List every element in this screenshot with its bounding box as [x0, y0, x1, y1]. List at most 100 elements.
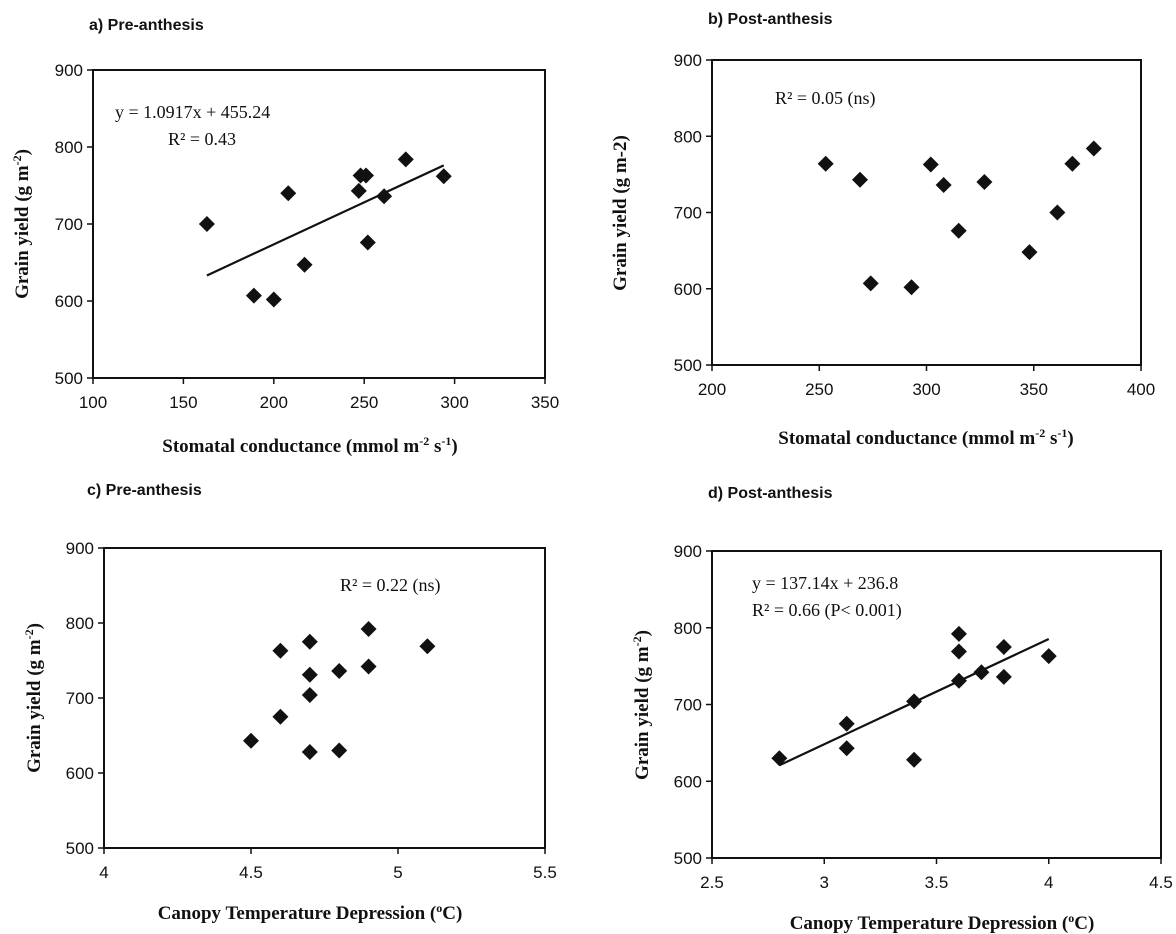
- x-axis-label-sup: -2: [1035, 426, 1045, 440]
- regression-annotation: y = 1.0917x + 455.24: [115, 102, 270, 122]
- x-tick-label: 150: [169, 393, 197, 412]
- x-tick-label: 4: [99, 863, 108, 882]
- x-tick-label: 2.5: [700, 873, 724, 892]
- x-tick-label: 4.5: [239, 863, 263, 882]
- x-axis-label-sup: -1: [441, 434, 451, 448]
- x-axis-label-sup: o: [1068, 911, 1074, 925]
- x-axis-label-text: ): [1067, 428, 1073, 449]
- data-point: [360, 621, 377, 637]
- data-point: [973, 664, 990, 681]
- data-point: [922, 156, 939, 173]
- x-tick-label: 4: [1044, 873, 1053, 892]
- data-point: [360, 658, 377, 675]
- x-tick-label: 300: [912, 380, 940, 399]
- x-axis-label: Canopy Temperature Depression (oC): [158, 901, 463, 924]
- panel-title: a) Pre-anthesis: [89, 17, 204, 34]
- x-axis-label-sup: o: [436, 901, 442, 915]
- y-tick-label: 700: [674, 204, 702, 223]
- y-tick-label: 700: [55, 215, 83, 234]
- y-tick-label: 800: [55, 138, 83, 157]
- y-tick-label: 700: [674, 696, 702, 715]
- data-point: [838, 715, 855, 732]
- data-point: [1049, 204, 1066, 221]
- y-tick-label: 600: [674, 280, 702, 299]
- plot-frame: [103, 547, 546, 849]
- chart-panel-1: a) Pre-anthesis 100 150 200 250 300 350 500 600 7…: [10, 17, 559, 457]
- data-point: [817, 155, 834, 172]
- data-point: [950, 222, 967, 239]
- y-axis-label-sup: -2: [22, 629, 36, 639]
- y-tick-label: 500: [674, 849, 702, 868]
- x-tick-label: 400: [1127, 380, 1155, 399]
- panel-title: b) Post-anthesis: [708, 11, 833, 28]
- y-tick-label: 800: [674, 619, 702, 638]
- y-tick-label: 500: [674, 356, 702, 375]
- regression-annotation: R² = 0.05 (ns): [775, 88, 876, 109]
- x-tick-label: 250: [350, 393, 378, 412]
- y-tick-label: 900: [55, 61, 83, 80]
- plot-frame: [711, 550, 1162, 859]
- x-axis-label-sup: -1: [1057, 426, 1067, 440]
- panel-title: c) Pre-anthesis: [87, 482, 202, 499]
- trendline: [206, 164, 445, 277]
- chart-panel-4: d) Post-anthesis 2.5 3 3.5 4 4.5 500 600 700 800 9…: [630, 485, 1173, 934]
- y-axis-label-text: Grain yield (g m-2): [610, 135, 631, 291]
- data-point: [419, 638, 436, 655]
- regression-annotation: R² = 0.43: [168, 129, 236, 149]
- x-tick-label: 5: [393, 863, 402, 882]
- data-point: [862, 275, 879, 292]
- x-tick-label: 3: [820, 873, 829, 892]
- data-point: [950, 625, 967, 642]
- y-tick-label: 800: [66, 614, 94, 633]
- y-axis-label-text: ): [632, 630, 653, 636]
- data-point: [296, 256, 313, 273]
- x-tick-label: 200: [698, 380, 726, 399]
- x-axis-label-text: Canopy Temperature Depression (: [790, 913, 1069, 934]
- data-point: [903, 279, 920, 296]
- data-point: [272, 708, 289, 725]
- regression-annotation: R² = 0.66 (P< 0.001): [752, 600, 902, 621]
- y-tick-label: 900: [674, 51, 702, 70]
- y-tick-label: 600: [66, 764, 94, 783]
- y-axis-label-text: ): [24, 623, 45, 629]
- data-point: [358, 167, 375, 184]
- data-point: [359, 234, 376, 251]
- data-point: [906, 693, 923, 710]
- x-axis-label-text: C): [1074, 913, 1094, 934]
- data-point: [265, 291, 282, 308]
- y-tick-label: 500: [55, 369, 83, 388]
- data-point: [838, 740, 855, 757]
- data-point: [301, 666, 318, 683]
- data-point: [906, 751, 923, 768]
- y-axis-label-sup: -2: [10, 155, 24, 165]
- data-point: [950, 672, 967, 689]
- chart-panel-2: b) Post-anthesis 200 250 300 350 400 500 600 700…: [610, 11, 1155, 449]
- x-axis-label-text: Canopy Temperature Depression (: [158, 903, 437, 924]
- y-axis-label-sup: -2: [630, 636, 644, 646]
- data-point: [272, 642, 289, 659]
- data-point: [245, 287, 262, 304]
- x-axis-label-sup: -2: [419, 434, 429, 448]
- y-tick-label: 900: [66, 539, 94, 558]
- data-point: [1085, 140, 1102, 157]
- data-point: [301, 687, 318, 703]
- regression-annotation: R² = 0.22 (ns): [340, 575, 441, 596]
- data-point: [301, 633, 318, 650]
- data-point: [935, 177, 952, 194]
- y-axis-label-text: Grain yield (g m: [12, 165, 33, 299]
- x-tick-label: 5.5: [533, 863, 557, 882]
- data-point: [280, 185, 297, 202]
- x-axis-label-text: Stomatal conductance (mmol m: [162, 436, 419, 457]
- data-point: [243, 732, 259, 749]
- y-tick-label: 700: [66, 689, 94, 708]
- y-axis-label: Grain yield (g m-2): [610, 135, 631, 291]
- y-tick-label: 800: [674, 127, 702, 146]
- x-tick-label: 350: [1020, 380, 1048, 399]
- x-axis-label: Stomatal conductance (mmol m-2 s-1): [778, 426, 1073, 449]
- y-tick-label: 600: [674, 772, 702, 791]
- y-tick-label: 500: [66, 839, 94, 858]
- x-axis-label-text: s: [1045, 428, 1057, 449]
- x-tick-label: 200: [260, 393, 288, 412]
- y-axis-label: Grain yield (g m-2): [22, 623, 45, 773]
- data-point: [950, 643, 967, 660]
